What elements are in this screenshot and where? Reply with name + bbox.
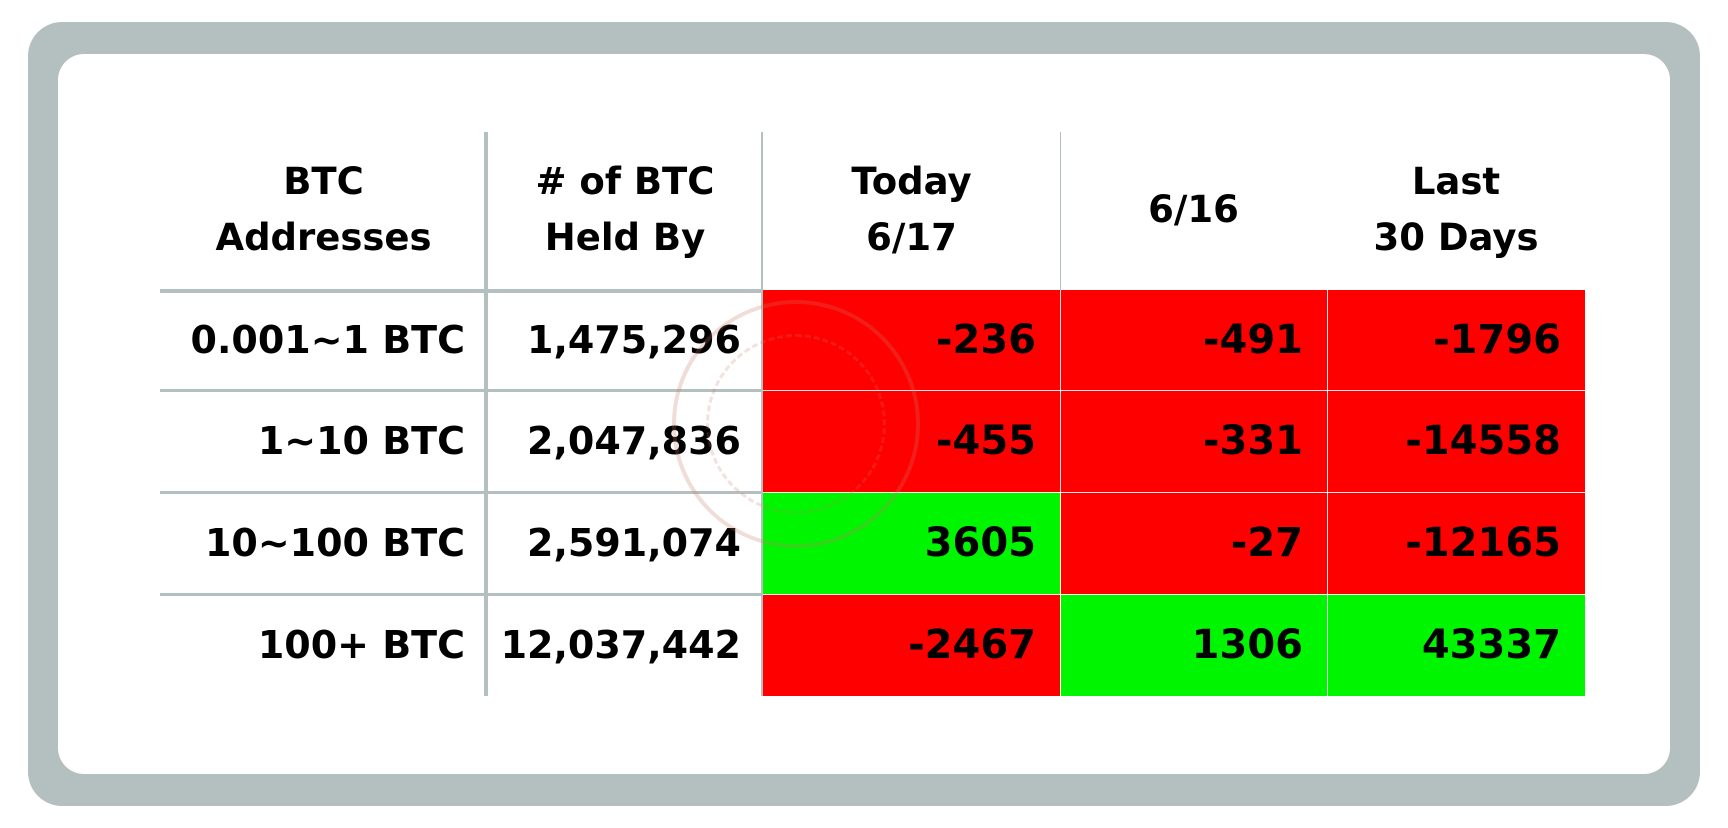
held-by-value: 12,037,442 <box>500 623 741 667</box>
horizontal-divider <box>160 289 763 293</box>
column-header: # of BTC Held By <box>487 130 763 290</box>
column-header: Last 30 Days <box>1327 130 1585 290</box>
column-header-line: 6/17 <box>866 216 957 259</box>
change-value-cell: -491 <box>1060 290 1327 390</box>
change-value-cell: -2467 <box>763 594 1060 696</box>
held-by-value: 2,591,074 <box>527 521 741 565</box>
cell-gap <box>763 594 1585 595</box>
change-value-cell: -12165 <box>1327 492 1585 594</box>
column-header-line: Today <box>851 160 972 203</box>
change-value-cell: -236 <box>763 290 1060 390</box>
column-header-line: Addresses <box>215 216 432 259</box>
horizontal-divider <box>160 491 763 494</box>
held-by-value: 1,475,296 <box>527 318 741 362</box>
change-value-cell: -455 <box>763 390 1060 492</box>
vertical-divider <box>1060 132 1061 290</box>
horizontal-divider <box>160 593 763 596</box>
change-value-cell: 43337 <box>1327 594 1585 696</box>
row-label: 100+ BTC <box>257 623 465 667</box>
row-label: 10~100 BTC <box>204 521 465 565</box>
column-header-line: BTC <box>283 160 364 203</box>
change-value-cell: 1306 <box>1060 594 1327 696</box>
row-label: 1~10 BTC <box>257 419 465 463</box>
vertical-divider <box>484 132 488 696</box>
column-header: 6/16 <box>1060 130 1327 290</box>
change-value-cell: -331 <box>1060 390 1327 492</box>
column-header-line: # of BTC <box>535 160 715 203</box>
column-header: Today 6/17 <box>763 130 1060 290</box>
row-label: 0.001~1 BTC <box>190 318 465 362</box>
cell-gap <box>1060 290 1061 696</box>
column-header-line: Held By <box>544 216 706 259</box>
change-value-cell: -1796 <box>1327 290 1585 390</box>
cell-gap <box>763 390 1585 391</box>
change-value-cell: -27 <box>1060 492 1327 594</box>
vertical-divider <box>761 132 763 696</box>
column-header: BTC Addresses <box>160 130 487 290</box>
cell-gap <box>1327 290 1328 696</box>
held-by-value: 2,047,836 <box>527 419 741 463</box>
column-header-line: 30 Days <box>1373 216 1539 259</box>
horizontal-divider <box>160 389 763 392</box>
cell-gap <box>763 492 1585 493</box>
column-header-line: 6/16 <box>1148 188 1239 231</box>
change-value-cell: -14558 <box>1327 390 1585 492</box>
change-value-cell: 3605 <box>763 492 1060 594</box>
column-header-line: Last <box>1411 160 1501 203</box>
